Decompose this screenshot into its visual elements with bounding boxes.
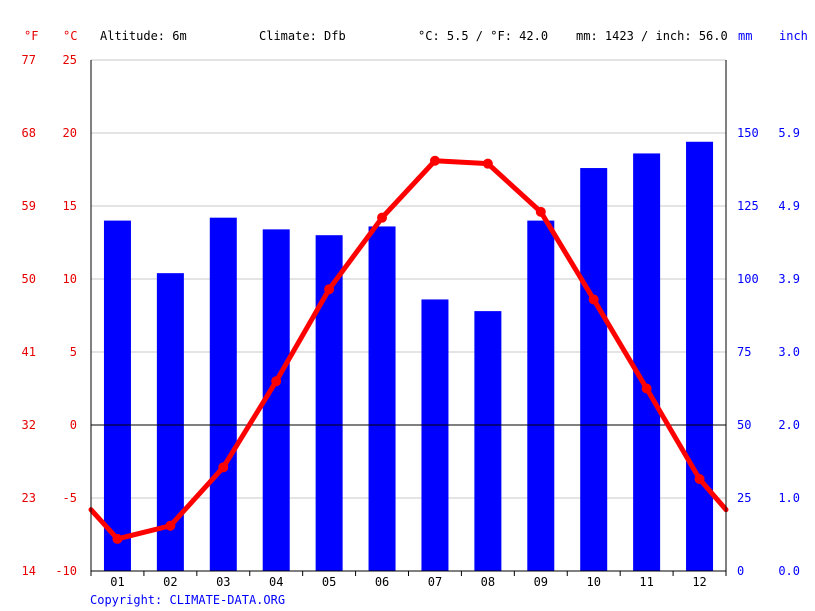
inch-tick-label: 3.9 — [778, 272, 800, 286]
temperature-point — [641, 383, 652, 394]
fahrenheit-unit-label: °F — [24, 29, 38, 43]
mm-tick-label: 75 — [737, 345, 751, 359]
precipitation-total-label: mm: 1423 / inch: 56.0 — [576, 29, 728, 43]
celsius-tick-label: -5 — [63, 491, 77, 505]
altitude-label: Altitude: 6m — [100, 29, 187, 43]
inch-tick-label: 2.0 — [778, 418, 800, 432]
mm-tick-label: 100 — [737, 272, 759, 286]
inch-tick-label: 4.9 — [778, 199, 800, 213]
mm-tick-label: 150 — [737, 126, 759, 140]
month-tick-label: 01 — [110, 575, 124, 589]
temperature-point — [535, 206, 546, 217]
celsius-tick-label: 10 — [63, 272, 77, 286]
month-tick-label: 11 — [639, 575, 653, 589]
fahrenheit-tick-label: 77 — [22, 53, 36, 67]
month-tick-label: 04 — [269, 575, 283, 589]
copyright-label: Copyright: CLIMATE-DATA.ORG — [90, 593, 285, 607]
temperature-series-line — [88, 158, 729, 542]
precipitation-bar — [209, 217, 237, 571]
celsius-tick-label: -10 — [55, 564, 77, 578]
celsius-tick-label: 25 — [63, 53, 77, 67]
precipitation-bar — [421, 299, 449, 571]
precipitation-bar — [686, 141, 714, 571]
precipitation-bar — [474, 311, 502, 571]
climate-label: Climate: Dfb — [259, 29, 346, 43]
temperature-point — [271, 376, 282, 387]
temperature-point — [694, 474, 705, 485]
month-tick-label: 10 — [586, 575, 600, 589]
inch-tick-label: 5.9 — [778, 126, 800, 140]
month-tick-label: 08 — [481, 575, 495, 589]
fahrenheit-tick-label: 41 — [22, 345, 36, 359]
month-tick-label: 03 — [216, 575, 230, 589]
fahrenheit-tick-label: 68 — [22, 126, 36, 140]
temperature-point — [112, 533, 123, 544]
celsius-tick-label: 0 — [70, 418, 77, 432]
precipitation-bar — [368, 226, 396, 571]
mm-tick-label: 0 — [737, 564, 744, 578]
mm-tick-label: 25 — [737, 491, 751, 505]
mm-tick-label: 125 — [737, 199, 759, 213]
chart-axes — [90, 60, 727, 576]
precipitation-bar — [580, 168, 608, 572]
month-tick-label: 05 — [322, 575, 336, 589]
fahrenheit-tick-label: 32 — [22, 418, 36, 432]
temperature-point — [482, 158, 493, 169]
celsius-unit-label: °C — [63, 29, 77, 43]
month-tick-label: 09 — [534, 575, 548, 589]
fahrenheit-tick-label: 14 — [22, 564, 36, 578]
month-tick-label: 02 — [163, 575, 177, 589]
temperature-line — [88, 155, 729, 544]
month-tick-label: 06 — [375, 575, 389, 589]
grid-lines — [91, 59, 726, 499]
inch-unit-label: inch — [779, 29, 808, 43]
inch-tick-label: 0.0 — [778, 564, 800, 578]
fahrenheit-tick-label: 23 — [22, 491, 36, 505]
month-tick-label: 12 — [692, 575, 706, 589]
celsius-tick-label: 15 — [63, 199, 77, 213]
average-temperature-label: °C: 5.5 / °F: 42.0 — [418, 29, 548, 43]
precipitation-bar — [103, 220, 131, 571]
month-tick-label: 07 — [428, 575, 442, 589]
precipitation-bar — [527, 220, 555, 571]
celsius-tick-label: 5 — [70, 345, 77, 359]
precipitation-bars — [103, 141, 714, 572]
temperature-point — [165, 520, 176, 531]
inch-tick-label: 1.0 — [778, 491, 800, 505]
temperature-point — [429, 155, 440, 166]
temperature-point — [588, 294, 599, 305]
mm-tick-label: 50 — [737, 418, 751, 432]
fahrenheit-tick-label: 59 — [22, 199, 36, 213]
fahrenheit-tick-label: 50 — [22, 272, 36, 286]
precipitation-bar — [633, 153, 661, 571]
inch-tick-label: 3.0 — [778, 345, 800, 359]
temperature-point — [324, 284, 335, 295]
temperature-point — [218, 462, 229, 473]
celsius-tick-label: 20 — [63, 126, 77, 140]
temperature-point — [377, 212, 388, 223]
mm-unit-label: mm — [738, 29, 752, 43]
chart-header: °F °C Altitude: 6m Climate: Dfb °C: 5.5 … — [24, 29, 808, 43]
